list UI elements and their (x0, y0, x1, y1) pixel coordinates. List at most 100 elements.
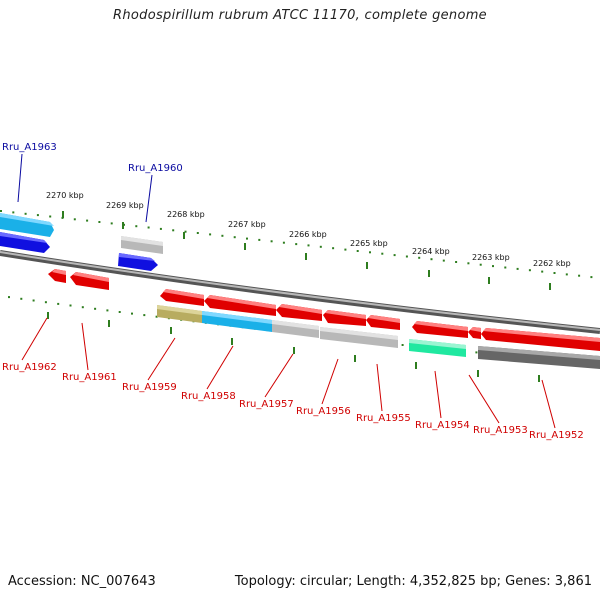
major-tick (549, 283, 551, 290)
callout-line (81, 322, 89, 371)
gene-label-rru-a1952[interactable]: Rru_A1952 (529, 430, 584, 441)
callout-line (145, 174, 153, 223)
gene-rru-a1958[interactable] (204, 295, 276, 316)
gene-label-rru-a1959[interactable]: Rru_A1959 (122, 382, 177, 393)
tick-dot (57, 302, 60, 305)
gene-label-rru-a1960[interactable]: Rru_A1960 (128, 163, 183, 174)
feature-dark-gray[interactable] (478, 346, 600, 369)
tick-dot (44, 301, 47, 304)
major-tick (170, 327, 172, 334)
tick-dot (393, 254, 396, 257)
gene-label-rru-a1962[interactable]: Rru_A1962 (2, 362, 57, 373)
tick-dot (32, 299, 35, 302)
gene-rru-a1963[interactable] (0, 213, 54, 237)
tick-dot (110, 222, 113, 225)
major-tick (244, 243, 246, 250)
major-tick (488, 277, 490, 284)
gene-rru-a1962[interactable] (48, 269, 66, 283)
tick-dot (81, 306, 84, 309)
tick-dot (295, 243, 298, 246)
tick-dot (369, 251, 371, 254)
gene-label-rru-a1956[interactable]: Rru_A1956 (296, 406, 351, 417)
tick-dot (282, 241, 285, 244)
tick-dot (233, 236, 236, 239)
gene-rru-a1955[interactable] (366, 315, 400, 330)
major-tick (366, 262, 368, 269)
tick-dot (258, 238, 261, 241)
tick-dot (69, 304, 72, 307)
genome-title: Rhodospirillum rubrum ATCC 11170, comple… (113, 8, 487, 23)
kbp-label: 2268 kbp (167, 210, 205, 219)
gene-label-rru-a1963[interactable]: Rru_A1963 (2, 142, 57, 153)
kbp-scale: 2270 kbp 2269 kbp 2268 kbp 2267 kbp 2266 kbp… (46, 191, 571, 268)
gene-rru-a1956[interactable] (323, 310, 366, 326)
major-tick (108, 320, 110, 327)
feature-gray-3[interactable] (320, 327, 398, 348)
tick-dot (504, 266, 507, 269)
major-tick (47, 312, 49, 319)
tick-dot (430, 258, 433, 261)
tick-dot (106, 309, 109, 312)
feature-gray-1[interactable] (121, 236, 163, 254)
tick-dot (118, 311, 121, 313)
tick-dot (172, 229, 175, 232)
callout-line (264, 353, 294, 398)
tick-dot (8, 296, 10, 299)
tick-dot (401, 344, 404, 346)
tick-dot (344, 248, 347, 251)
gene-rru-a1959[interactable] (160, 289, 204, 306)
callout-line (321, 358, 339, 405)
callout-line (147, 337, 176, 381)
tick-dot (135, 225, 138, 228)
callout-line (21, 317, 48, 361)
tick-dot (381, 252, 384, 255)
tick-dot (159, 227, 162, 230)
genome-summary-text: Topology: circular; Length: 4,352,825 bp… (234, 574, 592, 589)
feature-green[interactable] (409, 339, 466, 357)
callout-line (376, 363, 383, 412)
kbp-label: 2264 kbp (412, 247, 450, 256)
gene-label-rru-a1958[interactable]: Rru_A1958 (181, 391, 236, 402)
outer-tick-track (0, 210, 593, 290)
tick-dot (73, 218, 76, 221)
major-tick (305, 253, 307, 260)
tick-dot (270, 240, 273, 243)
callout-line (206, 345, 234, 390)
gene-rru-a1952[interactable] (481, 328, 600, 351)
tick-dot (467, 262, 470, 265)
tick-dot (98, 221, 101, 223)
gene-label-rru-a1953[interactable]: Rru_A1953 (473, 425, 528, 436)
gene-rru-a1953[interactable] (468, 327, 481, 339)
tick-dot (196, 232, 199, 234)
gene-rru-a1957[interactable] (276, 304, 322, 321)
callout-line (541, 379, 556, 429)
genome-backbone-highlight (0, 251, 600, 331)
gene-rru-a1961[interactable] (70, 272, 109, 290)
gene-label-rru-a1961[interactable]: Rru_A1961 (62, 372, 117, 383)
major-tick (428, 270, 430, 277)
tick-dot (86, 219, 89, 222)
gene-label-rru-a1955[interactable]: Rru_A1955 (356, 413, 411, 424)
major-tick (183, 232, 185, 239)
major-tick (122, 222, 124, 229)
tick-dot (442, 259, 445, 262)
kbp-label: 2269 kbp (106, 201, 144, 210)
major-tick (415, 362, 417, 369)
feature-olive[interactable] (157, 305, 202, 323)
gene-label-rru-a1957[interactable]: Rru_A1957 (239, 399, 294, 410)
gene-rru-a1960[interactable] (118, 253, 158, 271)
feature-gray-2[interactable] (272, 320, 319, 338)
kbp-label: 2263 kbp (472, 253, 510, 262)
tick-dot (246, 237, 248, 240)
gene-rru-a1954[interactable] (412, 321, 468, 338)
tick-dot (143, 314, 146, 317)
kbp-label: 2270 kbp (46, 191, 84, 200)
feature-cyan[interactable] (202, 311, 272, 332)
gene-rru-a1963-b[interactable] (0, 232, 50, 253)
tick-dot (553, 272, 556, 274)
tick-dot (184, 230, 187, 233)
gene-label-rru-a1954[interactable]: Rru_A1954 (415, 420, 470, 431)
tick-dot (49, 215, 52, 218)
